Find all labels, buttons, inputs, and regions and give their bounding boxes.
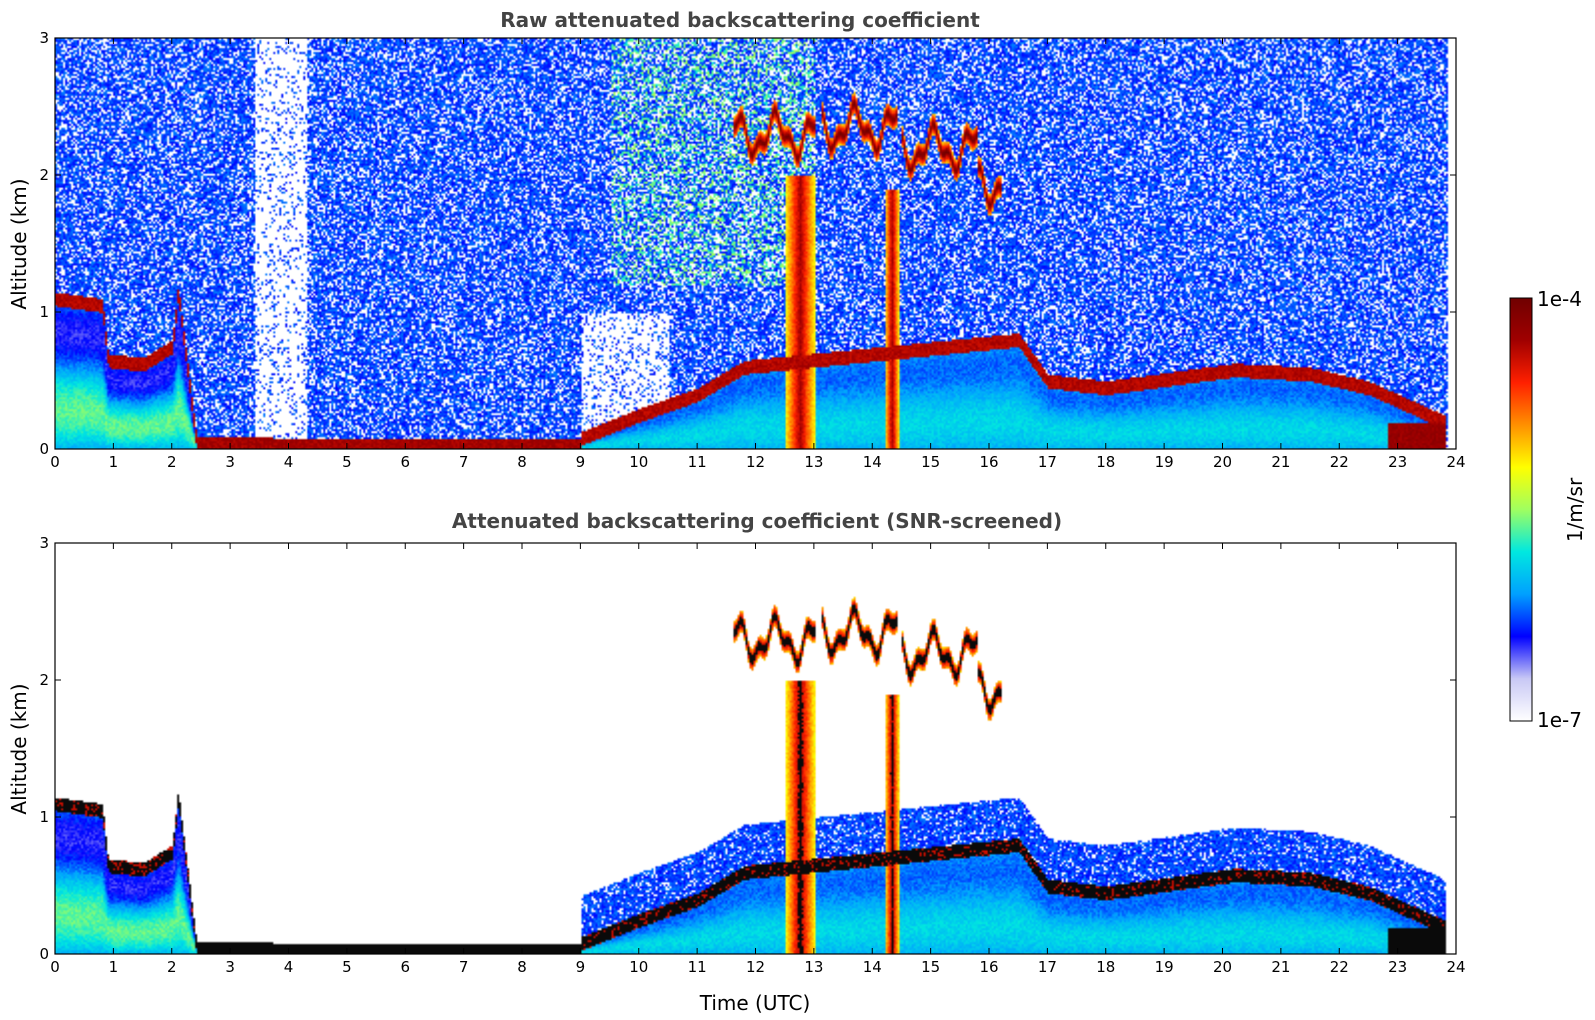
x-tick-label: 22 xyxy=(1330,958,1349,976)
x-tick-label: 17 xyxy=(1038,453,1057,471)
x-tick-label: 23 xyxy=(1388,453,1407,471)
x-tick-label: 16 xyxy=(979,453,998,471)
x-tick-label: 9 xyxy=(576,453,586,471)
colorbar-min-label: 1e-7 xyxy=(1537,708,1582,732)
panel2-heatmap-image xyxy=(55,543,1456,954)
x-tick-label: 19 xyxy=(1155,453,1174,471)
panel2-title: Attenuated backscattering coefficient (S… xyxy=(452,509,1062,533)
x-tick-label: 8 xyxy=(517,958,527,976)
x-tick-label: 24 xyxy=(1446,453,1465,471)
colorbar xyxy=(1509,297,1533,722)
panel2-ylabel: Altitude (km) xyxy=(7,683,31,814)
x-tick-label: 7 xyxy=(459,958,469,976)
y-tick-label: 1 xyxy=(39,808,49,826)
x-tick-label: 11 xyxy=(688,958,707,976)
x-tick-label: 23 xyxy=(1388,958,1407,976)
x-tick-label: 13 xyxy=(804,453,823,471)
panel1-axes: 0 1 2 3 4 5 6 7 8 9 10 11 12 13 14 15 16 17 18 19 20 21 22 23 24… xyxy=(39,29,1465,471)
x-tick-label: 1 xyxy=(109,453,119,471)
x-tick-label: 22 xyxy=(1330,453,1349,471)
x-tick-label: 16 xyxy=(979,958,998,976)
x-tick-label: 4 xyxy=(284,453,294,471)
panel2-xlabel: Time (UTC) xyxy=(699,991,811,1015)
x-tick-label: 20 xyxy=(1213,453,1232,471)
y-tick-label: 3 xyxy=(39,29,49,47)
panel2-heatmap xyxy=(55,543,1456,954)
panel1-heatmap xyxy=(55,38,1456,449)
colorbar-max-label: 1e-4 xyxy=(1537,287,1582,311)
y-tick-label: 0 xyxy=(39,945,49,963)
x-tick-label: 15 xyxy=(921,453,940,471)
panel2-axes: 0 1 2 3 4 5 6 7 8 9 10 11 12 13 14 15 16 17 18 19 20 21 22 23 24… xyxy=(39,534,1465,976)
y-tick-label: 2 xyxy=(39,671,49,689)
y-tick-label: 3 xyxy=(39,534,49,552)
x-tick-label: 13 xyxy=(804,958,823,976)
panel1-heatmap-image xyxy=(55,38,1456,449)
x-tick-label: 1 xyxy=(109,958,119,976)
x-tick-label: 21 xyxy=(1271,958,1290,976)
x-tick-label: 6 xyxy=(400,958,410,976)
x-tick-label: 3 xyxy=(225,958,235,976)
x-tick-label: 10 xyxy=(629,453,648,471)
x-tick-label: 19 xyxy=(1155,958,1174,976)
x-tick-label: 0 xyxy=(50,453,60,471)
x-tick-label: 14 xyxy=(863,958,882,976)
x-tick-label: 7 xyxy=(459,453,469,471)
panel1-ylabel: Altitude (km) xyxy=(7,178,31,309)
x-tick-label: 0 xyxy=(50,958,60,976)
panel1-title: Raw attenuated backscattering coefficien… xyxy=(500,8,980,32)
x-tick-label: 17 xyxy=(1038,958,1057,976)
x-tick-label: 11 xyxy=(688,453,707,471)
x-tick-label: 20 xyxy=(1213,958,1232,976)
x-tick-label: 5 xyxy=(342,453,352,471)
x-tick-label: 8 xyxy=(517,453,527,471)
x-tick-label: 18 xyxy=(1096,958,1115,976)
x-tick-label: 3 xyxy=(225,453,235,471)
x-tick-label: 12 xyxy=(746,958,765,976)
x-tick-label: 4 xyxy=(284,958,294,976)
x-tick-label: 12 xyxy=(746,453,765,471)
x-tick-label: 10 xyxy=(629,958,648,976)
y-tick-label: 2 xyxy=(39,166,49,184)
x-tick-label: 2 xyxy=(167,453,177,471)
y-tick-label: 0 xyxy=(39,440,49,458)
colorbar-unit-label: 1/m/sr xyxy=(1563,477,1587,542)
x-tick-label: 14 xyxy=(863,453,882,471)
x-tick-label: 5 xyxy=(342,958,352,976)
x-tick-label: 9 xyxy=(576,958,586,976)
x-tick-label: 6 xyxy=(400,453,410,471)
x-tick-label: 21 xyxy=(1271,453,1290,471)
x-tick-label: 18 xyxy=(1096,453,1115,471)
x-tick-label: 2 xyxy=(167,958,177,976)
x-tick-label: 24 xyxy=(1446,958,1465,976)
x-tick-label: 15 xyxy=(921,958,940,976)
y-tick-label: 1 xyxy=(39,303,49,321)
